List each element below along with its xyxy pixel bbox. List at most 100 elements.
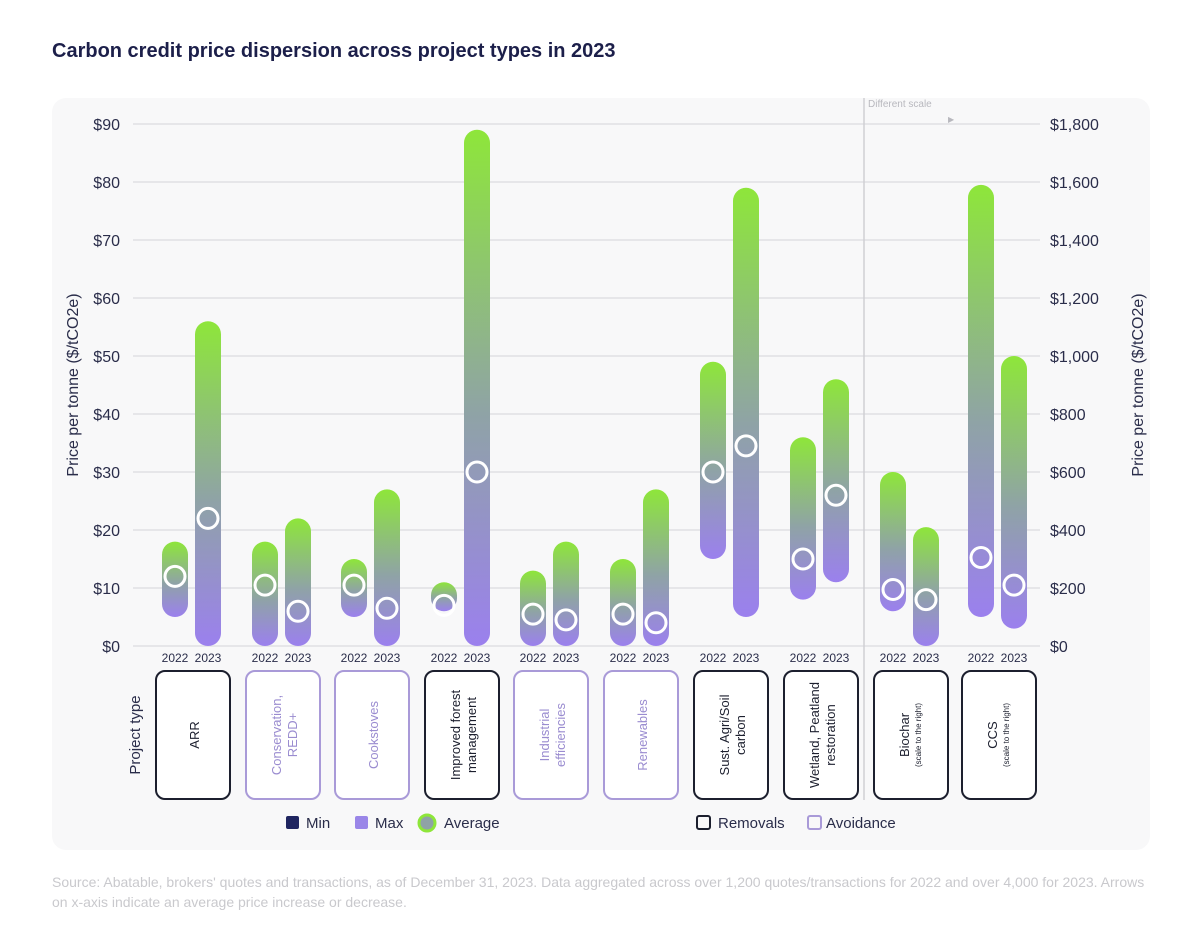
project-type-label: Renewables — [635, 699, 650, 771]
y-tick-left: $10 — [93, 581, 120, 598]
project-type-box — [424, 670, 500, 800]
x-year-label: 2023 — [1001, 651, 1028, 665]
legend-min-label: Min — [306, 815, 330, 832]
chart-title: Carbon credit price dispersion across pr… — [52, 40, 616, 62]
x-year-label: 2023 — [643, 651, 670, 665]
y-tick-right: $800 — [1050, 407, 1086, 424]
y-tick-right: $1,000 — [1050, 349, 1099, 366]
legend-max-swatch — [355, 816, 368, 829]
range-bar — [162, 541, 188, 617]
average-marker — [196, 506, 220, 530]
x-year-label: 2022 — [341, 651, 368, 665]
range-bar — [700, 361, 726, 559]
project-type-label: restoration — [823, 704, 838, 765]
x-year-label: 2023 — [195, 651, 222, 665]
average-marker — [432, 593, 456, 617]
legend-average-label: Average — [444, 815, 500, 832]
x-year-label: 2022 — [610, 651, 637, 665]
average-marker — [969, 546, 993, 570]
range-bar — [880, 472, 906, 612]
average-marker — [286, 599, 310, 623]
range-bar — [464, 129, 490, 647]
y-tick-right: $200 — [1050, 581, 1086, 598]
project-type-label: Sust. Agri/Soil — [717, 694, 732, 775]
average-marker — [375, 596, 399, 620]
project-type-label: Cookstoves — [366, 701, 381, 769]
project-type-sublabel: (scale to the right) — [1002, 703, 1011, 767]
range-bar — [610, 559, 636, 646]
x-year-label: 2022 — [431, 651, 458, 665]
project-type-label: Improved forest — [448, 689, 463, 780]
project-type-box — [783, 670, 859, 800]
x-year-label: 2023 — [913, 651, 940, 665]
x-year-label: 2022 — [520, 651, 547, 665]
arrow-right-icon: ▶ — [948, 115, 955, 124]
y-tick-left: $40 — [93, 407, 120, 424]
y-tick-left: $0 — [102, 639, 120, 656]
legend-avoidance-label: Avoidance — [826, 815, 896, 832]
source-note: Source: Abatable, brokers' quotes and tr… — [52, 874, 1145, 910]
x-year-label: 2023 — [464, 651, 491, 665]
project-type-label: REDD+ — [285, 713, 300, 757]
average-marker — [521, 602, 545, 626]
range-bar — [195, 321, 221, 646]
legend-removals-label: Removals — [718, 815, 785, 832]
y-tick-right: $0 — [1050, 639, 1068, 656]
y-tick-left: $60 — [93, 291, 120, 308]
average-marker — [914, 588, 938, 612]
project-type-label: management — [464, 697, 479, 773]
project-type-label: efficiencies — [553, 702, 568, 767]
average-marker — [881, 577, 905, 601]
y-tick-right: $400 — [1050, 523, 1086, 540]
x-year-label: 2022 — [880, 651, 907, 665]
range-bar — [374, 489, 400, 646]
legend-avoidance-swatch — [807, 815, 822, 830]
y-tick-right: $1,400 — [1050, 233, 1099, 250]
x-year-label: 2023 — [823, 651, 850, 665]
range-bar — [790, 437, 816, 600]
y-tick-left: $80 — [93, 175, 120, 192]
x-year-label: 2022 — [968, 651, 995, 665]
legend-average-icon — [417, 813, 437, 833]
range-bar — [643, 489, 669, 646]
y-tick-left: $30 — [93, 465, 120, 482]
average-marker — [465, 460, 489, 484]
project-type-box — [155, 670, 231, 800]
y-tick-right: $1,800 — [1050, 117, 1099, 134]
project-type-box — [334, 670, 410, 800]
project-type-label: CCS — [985, 721, 1000, 749]
x-year-label: 2022 — [790, 651, 817, 665]
range-bar — [733, 187, 759, 618]
average-marker — [734, 434, 758, 458]
project-type-label: Wetland, Peatland — [807, 682, 822, 788]
range-bar — [968, 184, 994, 617]
average-marker — [791, 547, 815, 571]
y-tick-right: $1,200 — [1050, 291, 1099, 308]
x-year-label: 2022 — [162, 651, 189, 665]
x-year-label: 2022 — [700, 651, 727, 665]
project-type-box — [693, 670, 769, 800]
x-year-label: 2023 — [374, 651, 401, 665]
x-year-label: 2023 — [285, 651, 312, 665]
average-marker — [342, 573, 366, 597]
y-axis-label-right: Price per tonne ($/tCO2e) — [1130, 293, 1147, 476]
y-axis-label-left: Price per tonne ($/tCO2e) — [65, 293, 82, 476]
project-type-label: carbon — [733, 715, 748, 755]
y-tick-left: $20 — [93, 523, 120, 540]
x-year-label: 2023 — [733, 651, 760, 665]
project-type-label: ARR — [187, 721, 202, 748]
project-type-box — [603, 670, 679, 800]
range-bar — [823, 379, 849, 583]
project-type-box — [961, 670, 1037, 800]
range-bar — [553, 541, 579, 646]
project-type-sublabel: (scale to the right) — [914, 703, 923, 767]
y-tick-left: $50 — [93, 349, 120, 366]
range-bar — [1001, 356, 1027, 629]
project-type-box — [245, 670, 321, 800]
average-marker — [701, 460, 725, 484]
x-axis-label: Project type — [127, 695, 144, 774]
project-type-label: Conservation, — [269, 695, 284, 775]
x-year-label: 2022 — [252, 651, 279, 665]
project-type-label: Biochar — [897, 712, 912, 757]
